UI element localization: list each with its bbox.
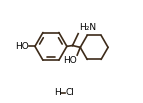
Text: Cl: Cl <box>65 88 74 97</box>
Text: H: H <box>54 88 61 97</box>
Text: H₂N: H₂N <box>79 23 96 32</box>
Text: HO: HO <box>63 56 77 65</box>
Text: HO: HO <box>15 42 29 51</box>
